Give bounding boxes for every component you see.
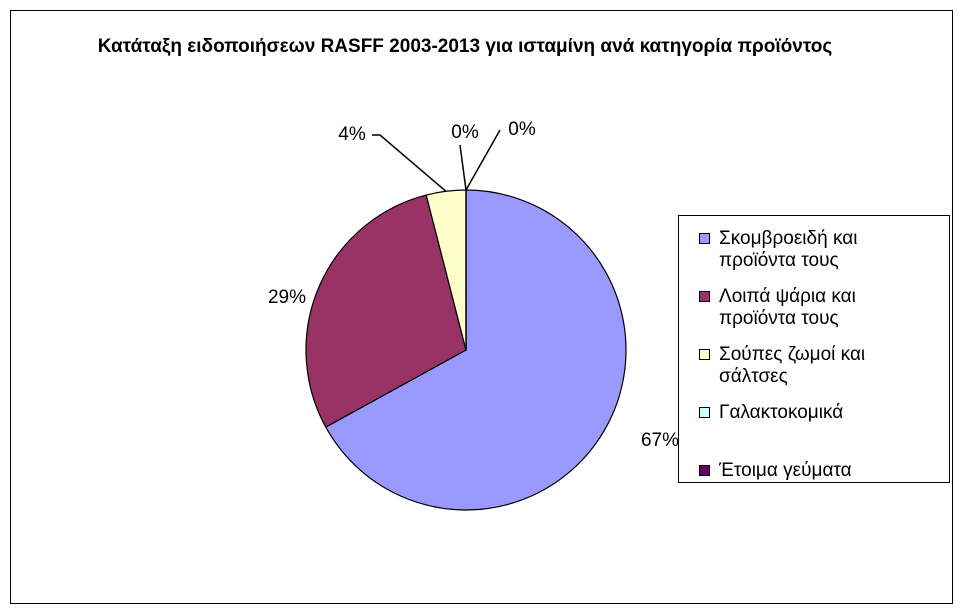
data-label: 67% [641,430,679,451]
leader-line [372,134,447,192]
legend-label: Σούπες ζωμοί και σάλτσες [719,344,866,387]
legend-swatch [699,465,710,476]
pie-slice [324,189,627,511]
data-label: 4% [338,124,366,145]
leader-line [459,144,467,191]
data-label: 0% [508,119,536,140]
legend-swatch [699,233,710,244]
legend-label: Έτοιμα γεύματα [719,460,852,481]
legend: Σκομβροειδή και προϊόντα τους Λοιπά ψάρια… [678,215,950,483]
legend-item: Έτοιμα γεύματα [699,460,924,518]
legend-label: Λοιπά ψάρια και προϊόντα τους [719,286,856,329]
legend-label: Σκομβροειδή και προϊόντα τους [719,228,858,271]
data-label: 29% [268,287,306,308]
legend-swatch [699,291,710,302]
legend-swatch [699,407,710,418]
legend-item: Λοιπά ψάρια και προϊόντα τους [699,286,924,344]
legend-item: Σκομβροειδή και προϊόντα τους [699,228,924,286]
legend-item: Γαλακτοκομικά [699,402,924,460]
data-label: 0% [451,122,479,143]
legend-label: Γαλακτοκομικά [719,402,844,423]
legend-item: Σούπες ζωμοί και σάλτσες [699,344,924,402]
chart-title: Κατάταξη ειδοποιήσεων RASFF 2003-2013 γι… [97,36,833,57]
leader-line [465,129,501,191]
chart-frame [10,10,953,604]
pie-slice [305,194,467,428]
legend-swatch [699,349,710,360]
